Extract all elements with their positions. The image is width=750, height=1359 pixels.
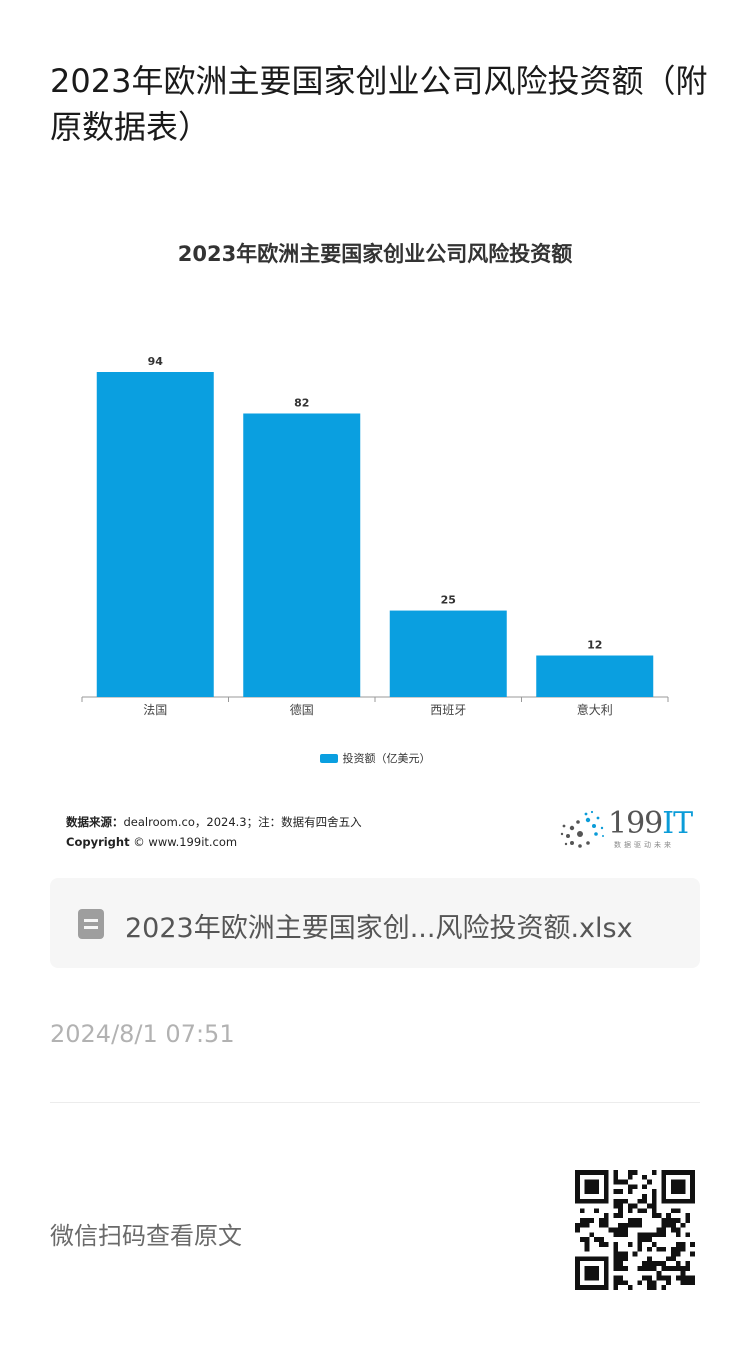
logo-mark-icon <box>560 810 604 848</box>
article-title: 2023年欧洲主要国家创业公司风险投资额（附原数据表） <box>50 62 708 146</box>
source-label: 数据来源： <box>66 815 124 829</box>
copyright-text: © www.199it.com <box>133 835 238 849</box>
bar-2 <box>389 610 507 697</box>
qr-modules <box>575 1170 695 1290</box>
logo-tagline: 数据驱动未来 <box>614 841 674 849</box>
legend-label: 投资额（亿美元） <box>342 752 431 765</box>
tick-label-1: 德国 <box>290 702 314 717</box>
bar-3 <box>536 655 654 697</box>
document-icon <box>78 909 104 939</box>
source-block: 数据来源：dealroom.co，2024.3；注：数据有四舍五入 Copyri… <box>66 812 362 852</box>
logo-text-accent: IT <box>662 806 693 841</box>
divider <box>50 1102 700 1103</box>
qr-code-icon[interactable] <box>575 1170 695 1290</box>
199it-logo: 199IT 数据驱动未来 <box>558 806 693 854</box>
logo-text: 199IT <box>608 806 693 841</box>
publish-timestamp: 2024/8/1 07:51 <box>50 1020 235 1048</box>
tick-label-2: 西班牙 <box>430 703 466 717</box>
data-label-0: 94 <box>148 355 164 368</box>
qr-caption: 微信扫码查看原文 <box>50 1222 242 1250</box>
file-attachment-card[interactable]: 2023年欧洲主要国家创...风险投资额.xlsx <box>50 878 700 968</box>
bar-0 <box>96 372 214 697</box>
data-label-2: 25 <box>441 594 456 607</box>
legend-swatch <box>319 753 338 763</box>
tick-label-3: 意大利 <box>577 702 613 717</box>
logo-text-main: 199 <box>608 806 663 841</box>
chart-legend: 投资额（亿美元） <box>0 750 750 766</box>
data-label-3: 12 <box>587 639 602 652</box>
copyright-label: Copyright <box>66 835 130 849</box>
bar-chart: 94 法国 82 德国 25 西班牙 12 意大利 <box>81 355 669 717</box>
tick-label-0: 法国 <box>143 703 167 717</box>
chart-title: 2023年欧洲主要国家创业公司风险投资额 <box>177 242 573 266</box>
file-name[interactable]: 2023年欧洲主要国家创...风险投资额.xlsx <box>125 913 633 944</box>
bar-1 <box>243 413 361 697</box>
data-label-1: 82 <box>294 396 309 409</box>
source-text: dealroom.co，2024.3；注：数据有四舍五入 <box>123 815 362 829</box>
